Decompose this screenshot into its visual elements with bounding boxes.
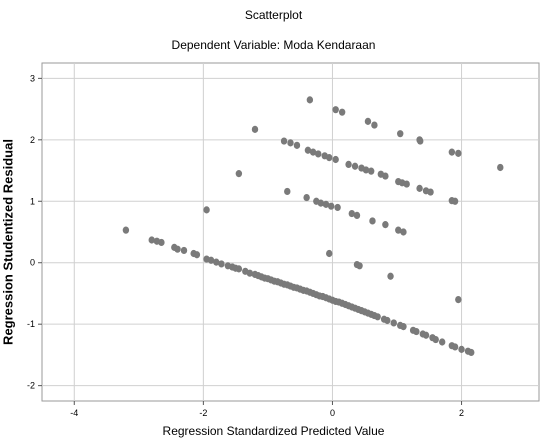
x-axis-label: Regression Standardized Predicted Value	[162, 424, 385, 438]
data-point	[390, 319, 397, 327]
data-point	[497, 163, 504, 172]
y-tick-label: 3	[30, 73, 35, 83]
y-tick-label: 1	[30, 196, 35, 206]
chart-title: Scatterplot	[244, 8, 303, 22]
chart-subtitle: Dependent Variable: Moda Kendaraan	[171, 38, 376, 52]
data-point	[345, 160, 352, 168]
data-point	[382, 172, 389, 180]
data-point	[353, 211, 361, 220]
data-point	[193, 251, 201, 259]
data-point	[332, 106, 339, 114]
data-point	[235, 265, 243, 273]
grid-lines	[42, 63, 539, 401]
data-point	[122, 226, 130, 234]
data-point	[427, 188, 434, 196]
y-tick-label: -2	[27, 381, 35, 391]
data-point	[384, 316, 391, 325]
x-tick-label: -4	[70, 408, 78, 418]
data-point	[362, 166, 370, 174]
data-point	[458, 345, 465, 353]
x-tick-label: 2	[459, 408, 464, 418]
y-axis-label: Regression Studentized Residual	[0, 139, 16, 345]
data-point	[397, 130, 404, 138]
data-point	[327, 202, 335, 210]
data-point	[235, 170, 243, 178]
data-point	[403, 180, 410, 188]
data-point	[451, 343, 459, 351]
data-point	[432, 335, 439, 344]
data-point	[351, 162, 359, 170]
data-point	[148, 236, 155, 244]
data-point	[455, 296, 462, 304]
data-point	[180, 246, 188, 255]
x-tick-label: 0	[330, 408, 335, 418]
data-point	[400, 323, 407, 331]
data-point	[207, 256, 215, 264]
data-point	[387, 272, 394, 280]
data-point	[203, 206, 210, 214]
data-point	[287, 139, 294, 147]
data-point	[309, 148, 317, 156]
y-tick-label: -1	[27, 319, 35, 329]
data-point	[315, 150, 322, 158]
data-point	[304, 146, 312, 154]
data-point	[348, 209, 356, 218]
y-tick-label: 0	[30, 258, 35, 268]
data-point	[326, 154, 333, 162]
data-point	[438, 338, 446, 346]
data-point	[369, 217, 376, 225]
data-point	[306, 96, 314, 104]
data-point	[251, 125, 259, 133]
data-point	[332, 155, 339, 164]
y-tick-label: 2	[30, 135, 35, 145]
data-point	[422, 331, 430, 339]
data-point	[338, 108, 346, 116]
data-point	[395, 226, 402, 234]
data-point	[326, 249, 333, 258]
data-point	[174, 245, 181, 253]
data-point	[213, 258, 220, 266]
data-point	[303, 193, 310, 202]
data-point	[455, 149, 462, 157]
data-point	[468, 348, 475, 357]
data-point	[356, 262, 363, 270]
data-point	[280, 137, 288, 145]
data-point	[218, 260, 225, 268]
data-point	[364, 117, 372, 125]
x-tick-label: -2	[199, 408, 207, 418]
data-point	[334, 203, 341, 212]
axis-ticks: -4 -2 0 2 -2 -1 0 1 2 3	[27, 73, 464, 418]
data-point	[293, 141, 301, 149]
data-point	[416, 184, 423, 192]
data-point	[417, 137, 424, 145]
data-point	[451, 197, 459, 205]
data-point	[374, 313, 381, 321]
data-point	[371, 121, 378, 129]
data-points	[122, 96, 504, 357]
data-point	[158, 238, 165, 247]
data-point	[448, 148, 456, 156]
data-point	[413, 327, 420, 336]
data-point	[367, 167, 375, 175]
data-point	[284, 187, 291, 196]
data-point	[382, 221, 389, 229]
data-point	[246, 269, 254, 277]
data-point	[400, 228, 407, 236]
data-point	[322, 200, 330, 208]
data-point	[317, 199, 325, 207]
